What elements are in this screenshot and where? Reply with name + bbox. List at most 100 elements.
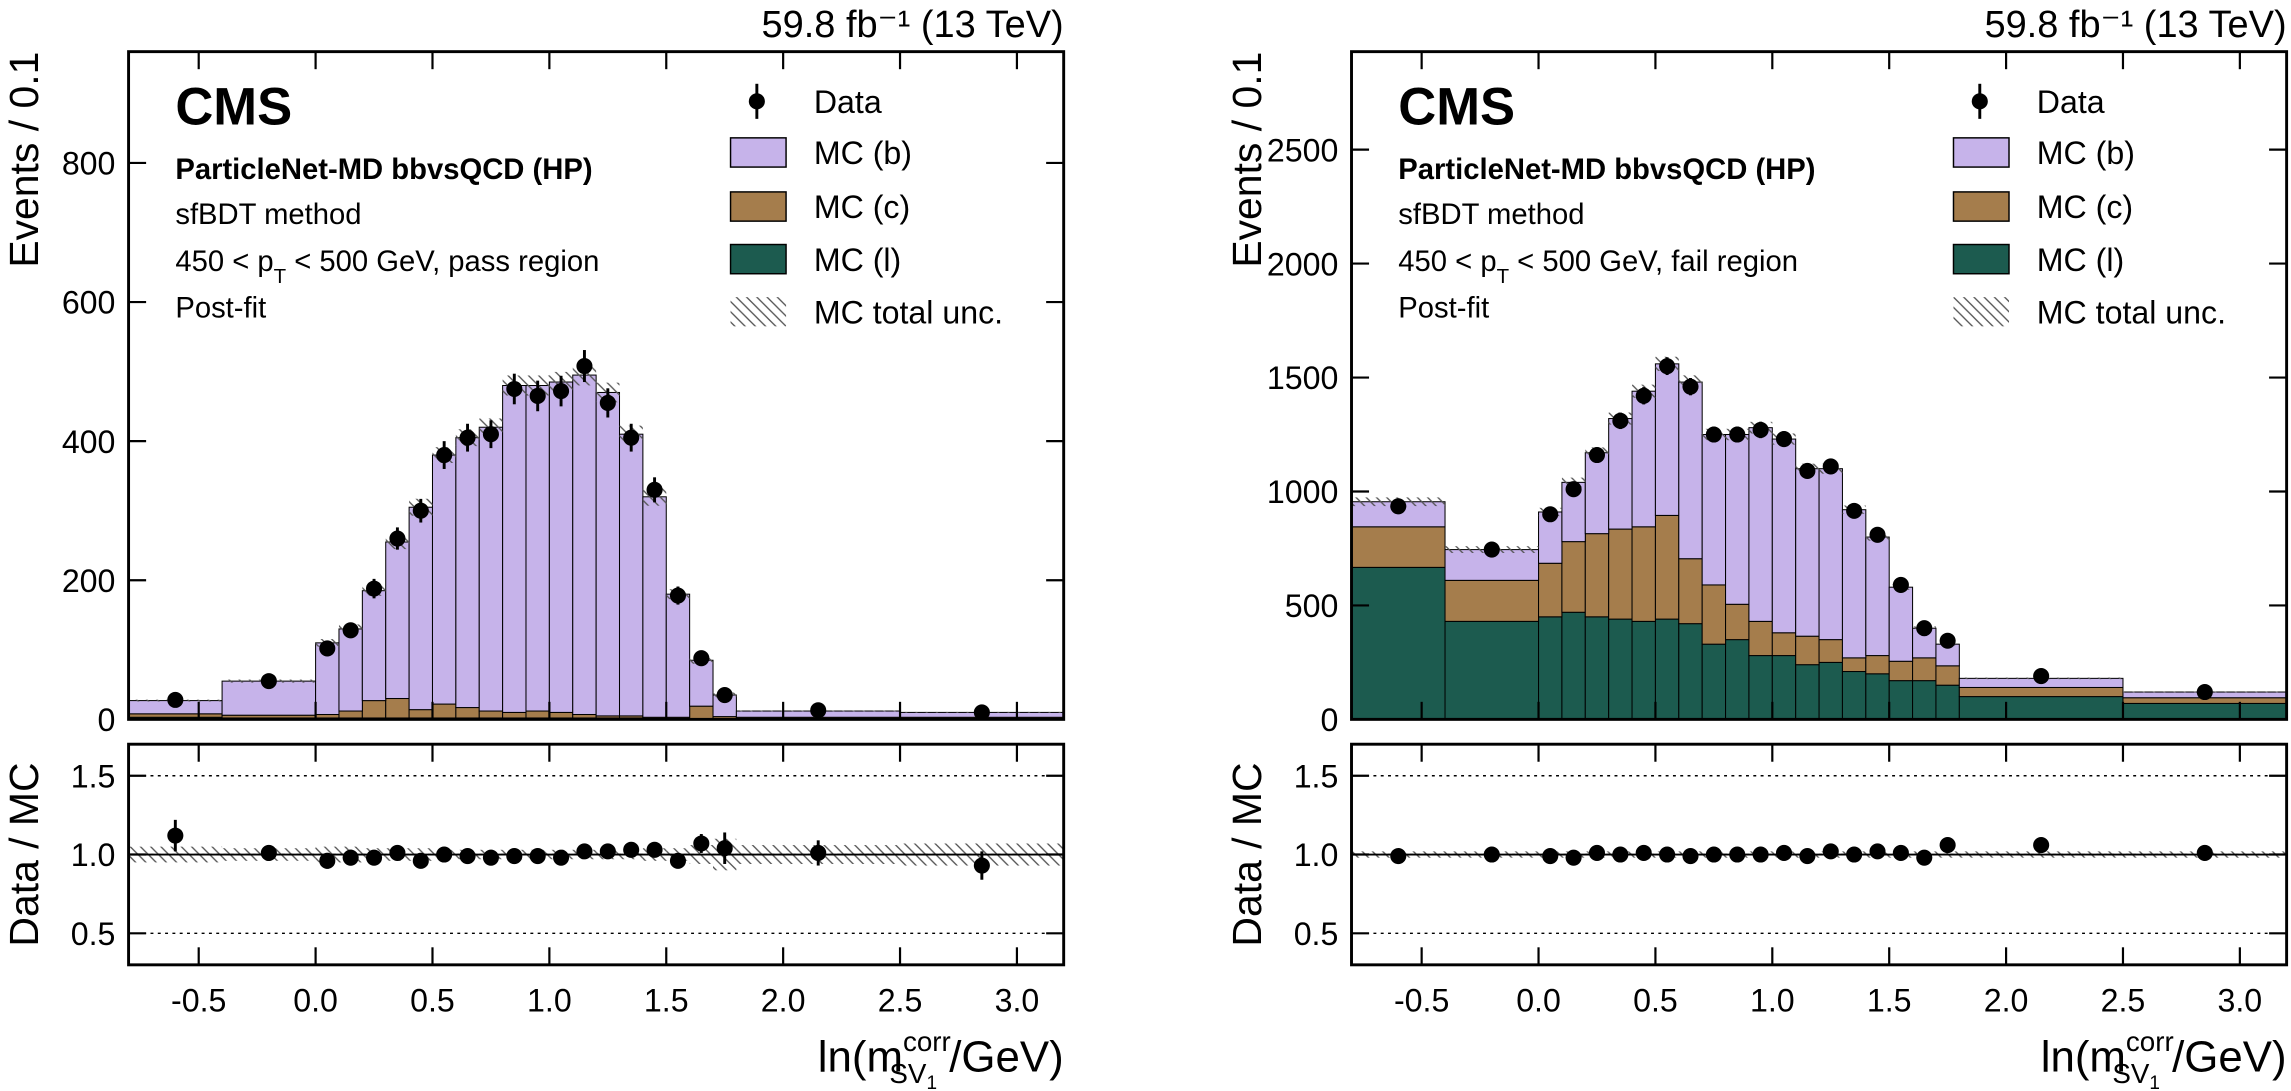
ratio-point <box>1588 844 1606 861</box>
ratio-point <box>1390 848 1407 865</box>
y-tick-label: 2500 <box>1267 132 1338 168</box>
ratio-point <box>669 852 686 869</box>
data-point <box>1729 426 1746 443</box>
ratio-point <box>167 827 184 844</box>
x-label-part: SV <box>889 1058 927 1089</box>
region-part: T <box>274 264 287 287</box>
chart: 0.5 1.0 1.5 0 200 400 600 800 -0.5 0.0 0.5 1.0 1.5 2.… <box>1 4 1066 1091</box>
histogram-bar <box>1771 438 1797 634</box>
legend-swatch <box>729 191 787 222</box>
data-point <box>436 447 453 464</box>
data-point <box>1635 387 1652 404</box>
data-point <box>1892 576 1909 593</box>
data-point <box>167 691 184 708</box>
region-part: 450 < p <box>175 246 273 278</box>
ratio-axis-label: Data / MC <box>1224 762 1270 946</box>
legend-label: MC (c) <box>814 189 910 225</box>
legend-swatch <box>1952 137 2010 168</box>
histogram-bar <box>1958 686 2124 698</box>
legend-label: MC (l) <box>2037 242 2124 278</box>
histogram-bar <box>1538 616 1563 720</box>
histogram-bar <box>1631 526 1656 622</box>
ratio-point <box>1483 846 1500 863</box>
data-point <box>973 704 990 721</box>
x-label-part: ln(m <box>2041 1032 2126 1081</box>
x-tick-label: 0.0 <box>293 983 338 1019</box>
x-tick-label: 2.5 <box>878 983 923 1019</box>
data-point <box>1612 412 1629 429</box>
ratio-point <box>389 844 406 861</box>
y-tick-label: 500 <box>1285 588 1339 624</box>
ratio-tick-label: 0.5 <box>71 916 116 952</box>
ratio-point <box>553 849 570 866</box>
x-label-part: /GeV) <box>937 1032 1064 1081</box>
histogram-bar <box>572 374 597 716</box>
x-label-part: /GeV) <box>2160 1032 2287 1081</box>
histogram-bar <box>548 711 574 719</box>
histogram-bar <box>1795 468 1820 637</box>
ratio-point <box>319 852 336 869</box>
legend-label: MC total unc. <box>814 294 1003 330</box>
ratio-point <box>693 835 710 852</box>
data-point <box>260 673 277 690</box>
region-part: < 500 GeV, pass region <box>286 246 599 278</box>
data-point <box>1799 462 1816 480</box>
x-tick-label: 2.0 <box>1984 983 2029 1019</box>
x-label-part: corr <box>903 1026 951 1057</box>
x-tick-label: 2.0 <box>761 983 806 1019</box>
region-part: < 500 GeV, fail region <box>1509 246 1798 278</box>
data-point <box>1390 498 1407 515</box>
histogram-bar <box>1631 620 1656 720</box>
histogram-bar <box>1912 657 1937 682</box>
histogram-bar <box>1818 661 1843 720</box>
histogram-bar <box>408 709 433 719</box>
x-tick-label: 0.5 <box>1633 983 1678 1019</box>
x-tick-label: 3.0 <box>995 983 1040 1019</box>
histogram-bar <box>618 433 644 717</box>
ratio-point <box>2196 844 2213 861</box>
method-label: sfBDT method <box>175 199 361 231</box>
y-tick-label: 800 <box>62 146 116 182</box>
ratio-tick-label: 1.0 <box>71 837 116 873</box>
ratio-point <box>529 848 546 865</box>
histogram-bar <box>1701 584 1727 645</box>
data-point <box>1542 506 1559 523</box>
histogram-bar <box>1771 655 1797 720</box>
ratio-tick-label: 1.5 <box>1294 758 1339 794</box>
x-label-part: corr <box>2126 1026 2174 1057</box>
ratio-point <box>260 844 277 861</box>
y-tick-label: 1000 <box>1267 474 1338 510</box>
histogram-bar <box>1888 680 1914 720</box>
ratio-point <box>1612 846 1629 863</box>
legend-swatch <box>729 243 787 275</box>
data-point <box>623 429 640 446</box>
ratio-point <box>973 857 990 874</box>
x-label-part: ln(m <box>818 1032 903 1081</box>
histogram-bar <box>385 541 410 700</box>
data-point <box>459 429 476 446</box>
x-label-part: 1 <box>2149 1073 2160 1091</box>
histogram-bar <box>1678 623 1703 720</box>
data-point <box>1483 541 1500 558</box>
legend-swatch <box>1952 243 2010 275</box>
histogram-bar <box>1654 514 1680 620</box>
histogram-bar <box>1584 452 1610 535</box>
axes-frame <box>127 50 1066 721</box>
histogram-bar <box>478 426 504 712</box>
ratio-tick-label: 0.5 <box>1294 916 1339 952</box>
ratio-tick-label: 1.0 <box>1294 837 1339 873</box>
experiment-label: CMS <box>1398 78 1515 137</box>
histogram-bar <box>1444 579 1540 622</box>
legend-label: Data <box>814 84 882 120</box>
histogram-bar <box>1561 611 1586 720</box>
histogram-bar <box>1841 657 1867 673</box>
ratio-point <box>412 852 429 869</box>
x-tick-label: 0.5 <box>410 983 455 1019</box>
ratio-point <box>1799 848 1816 865</box>
histogram-bar <box>1935 684 1960 720</box>
histogram-bar <box>1584 616 1610 720</box>
ratio-point <box>1729 846 1746 863</box>
y-tick-label: 2000 <box>1267 246 1338 282</box>
histogram-bar <box>1608 418 1633 530</box>
legend-swatch <box>729 137 787 168</box>
